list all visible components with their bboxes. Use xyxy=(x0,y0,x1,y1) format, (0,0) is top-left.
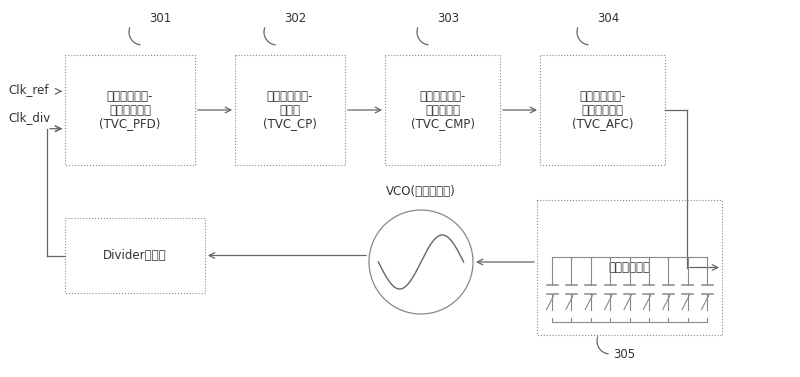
Text: Clk_div: Clk_div xyxy=(8,112,50,124)
Bar xyxy=(537,200,722,335)
Bar xyxy=(385,55,500,165)
Text: 时间电压转换-: 时间电压转换- xyxy=(267,89,313,103)
Text: 电荷泵: 电荷泵 xyxy=(279,104,301,116)
Text: (TVC_AFC): (TVC_AFC) xyxy=(572,118,634,130)
Text: 303: 303 xyxy=(437,12,459,25)
Text: 时间电压转换-: 时间电压转换- xyxy=(579,89,626,103)
Text: 电容阵列调整: 电容阵列调整 xyxy=(582,104,623,116)
Bar xyxy=(235,55,345,165)
Text: 开关电容阵列: 开关电容阵列 xyxy=(609,261,650,274)
Text: 305: 305 xyxy=(613,348,635,362)
Text: 时间电压转换-: 时间电压转换- xyxy=(107,89,153,103)
Text: (TVC_PFD): (TVC_PFD) xyxy=(99,118,161,130)
Text: VCO(压控振荡器): VCO(压控振荡器) xyxy=(386,185,456,198)
Text: 302: 302 xyxy=(284,12,306,25)
Text: 电压比较器: 电压比较器 xyxy=(425,104,460,116)
Text: Clk_ref: Clk_ref xyxy=(8,83,49,97)
Bar xyxy=(65,55,195,165)
Text: (TVC_CMP): (TVC_CMP) xyxy=(410,118,474,130)
Text: 时间电压转换-: 时间电压转换- xyxy=(419,89,466,103)
Text: (TVC_CP): (TVC_CP) xyxy=(263,118,317,130)
Text: 双沿频鉴相器: 双沿频鉴相器 xyxy=(109,104,151,116)
Ellipse shape xyxy=(369,210,473,314)
Bar xyxy=(65,218,205,293)
Text: 304: 304 xyxy=(597,12,619,25)
Text: Divider分频器: Divider分频器 xyxy=(103,249,167,262)
Bar xyxy=(540,55,665,165)
Text: 301: 301 xyxy=(149,12,171,25)
